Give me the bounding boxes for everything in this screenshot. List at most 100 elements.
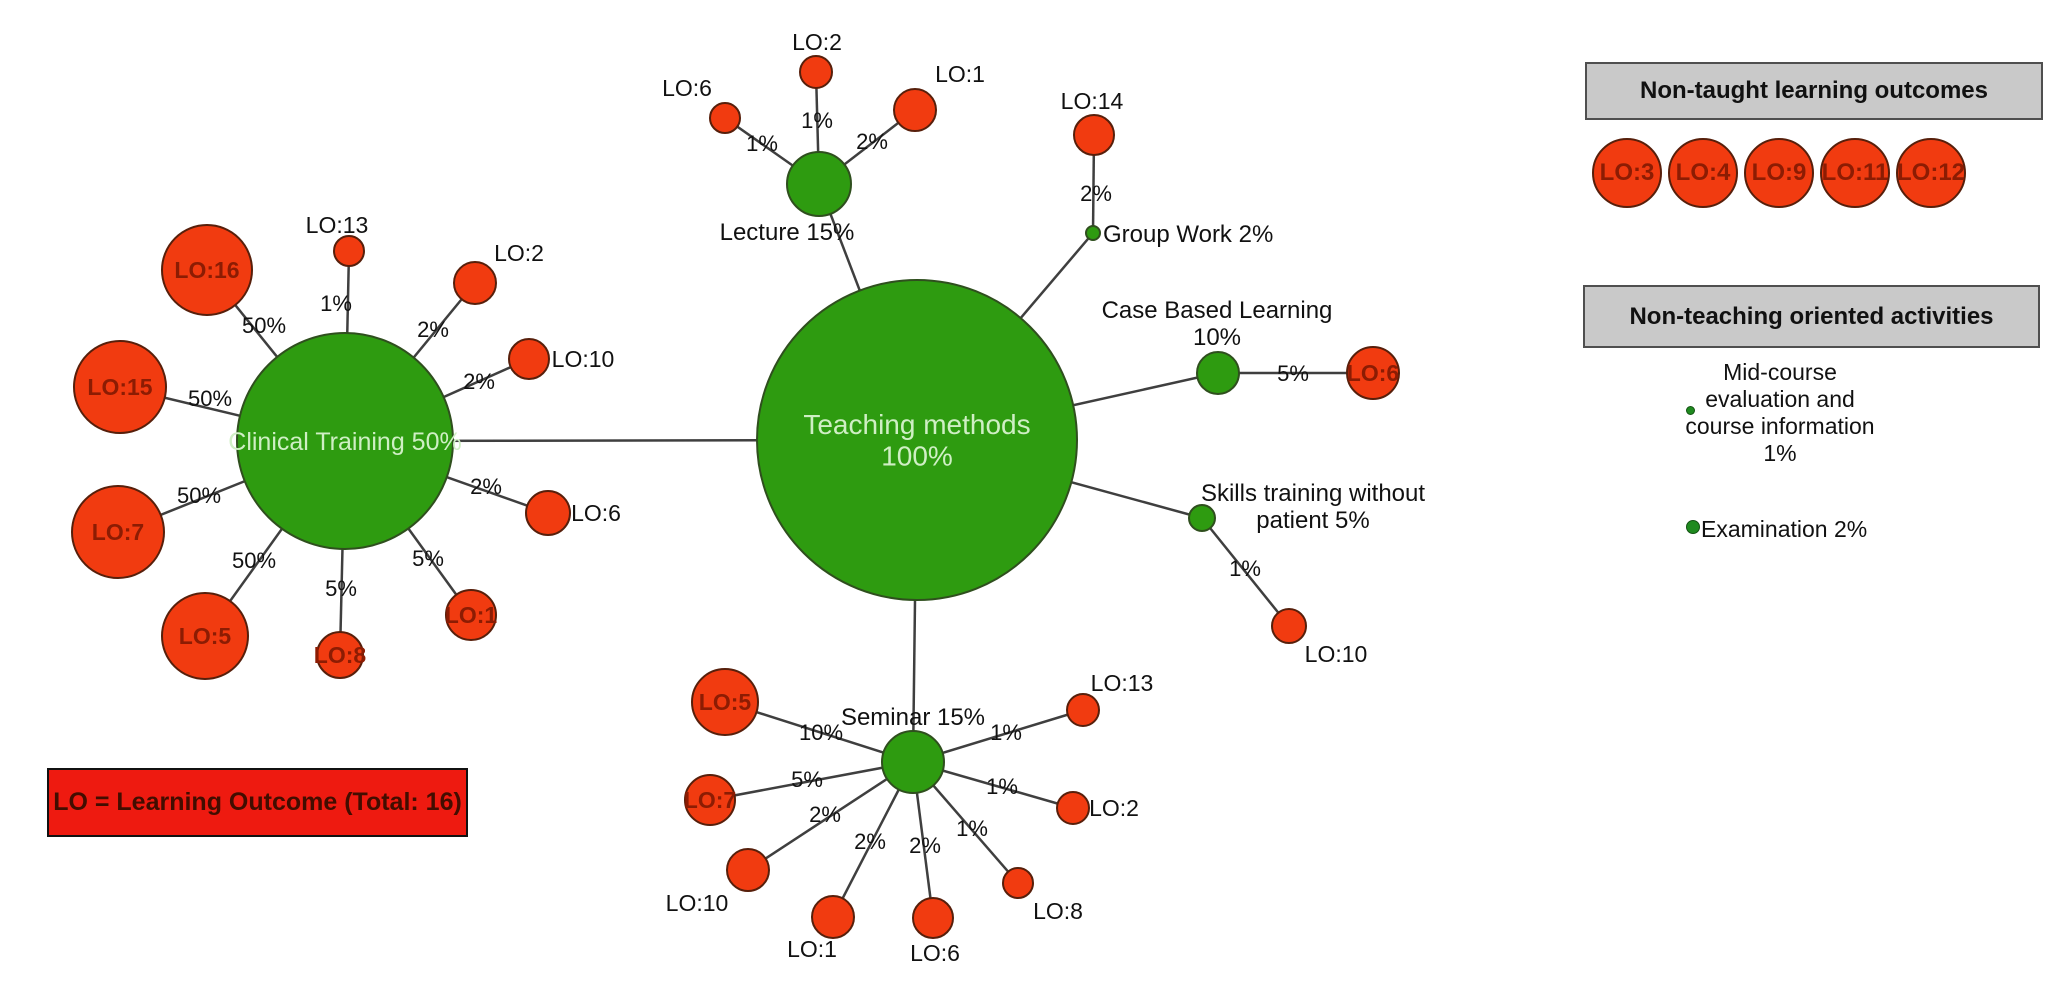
node-c5-label: LO:5 — [179, 623, 232, 649]
node-s6-circle — [912, 897, 954, 939]
edge-lecture-l1-label: 2% — [856, 129, 888, 154]
edge-seminar-s5-label: 10% — [799, 720, 843, 745]
node-sk10-label: LO:10 — [1305, 641, 1368, 667]
mid-course-dot-icon — [1686, 406, 1695, 415]
node-c1-circle — [445, 589, 497, 641]
node-lecture-circle — [786, 151, 852, 217]
mid-course-line: evaluation and — [1705, 386, 1855, 412]
edge-seminar-s6-label: 2% — [909, 833, 941, 858]
edge-clinical-c15-label: 50% — [188, 386, 232, 411]
node-c2-label: LO:2 — [494, 240, 544, 266]
node-seminar-label: Seminar 15% — [841, 704, 985, 731]
node-clinical-label: Clinical Training 50% — [228, 428, 461, 456]
node-skills-circle — [1188, 504, 1216, 532]
non-taught-outcome-circle: LO:3 — [1592, 138, 1662, 208]
examination-dot-icon — [1686, 520, 1700, 534]
node-s1-label: LO:1 — [787, 936, 837, 962]
node-c6-label: LO:6 — [571, 500, 621, 526]
node-gw14-circle — [1073, 114, 1115, 156]
mid-course-line: 1% — [1763, 440, 1797, 466]
node-c15-label: LO:15 — [87, 374, 152, 400]
edge-skills-sk10-label: 1% — [1229, 556, 1261, 581]
edge-clinical-c6-label: 2% — [470, 474, 502, 499]
edge-clinical-c10-label: 2% — [463, 369, 495, 394]
node-s13-circle — [1066, 693, 1100, 727]
node-l6-label: LO:6 — [662, 75, 712, 101]
non-taught-outcome-circle: LO:4 — [1668, 138, 1738, 208]
non-taught-outcome-circle: LO:12 — [1896, 138, 1966, 208]
node-s5-label: LO:5 — [699, 689, 752, 715]
examination-item: Examination 2% — [1701, 516, 1867, 543]
non-taught-outcome-circle: LO:11 — [1820, 138, 1890, 208]
node-s10-circle — [726, 848, 770, 892]
node-cbl-circle — [1196, 351, 1240, 395]
edge-clinical-c2-label: 2% — [417, 317, 449, 342]
edge-groupwork-gw14-label: 2% — [1080, 181, 1112, 206]
node-l1-circle — [893, 88, 937, 132]
node-s10-label: LO:10 — [666, 890, 729, 916]
node-c8-label: LO:8 — [314, 642, 367, 668]
node-cbl-label: 10% — [1193, 324, 1241, 351]
edge-clinical-c5-label: 50% — [232, 548, 276, 573]
node-c15-circle — [73, 340, 167, 434]
node-groupwork-label: Group Work 2% — [1103, 221, 1273, 248]
outcome-label: LO:9 — [1751, 159, 1807, 186]
lo-legend-label: LO = Learning Outcome (Total: 16) — [53, 788, 462, 816]
node-s7-label: LO:7 — [684, 787, 736, 813]
node-s1-circle — [811, 895, 855, 939]
non-taught-panel-header: Non-taught learning outcomes — [1585, 62, 2043, 120]
node-c13-label: LO:13 — [306, 212, 369, 238]
node-lecture-label: Lecture 15% — [720, 219, 855, 246]
mid-course-line: course information — [1685, 413, 1875, 439]
node-gw14-label: LO:14 — [1061, 88, 1124, 114]
edge-seminar-s10 — [747, 760, 914, 872]
node-clinical-circle — [236, 332, 454, 550]
node-s2-label: LO:2 — [1089, 795, 1139, 821]
mid-course-line: Mid-course — [1723, 359, 1837, 385]
node-skills-label: patient 5% — [1256, 507, 1369, 534]
node-cbl-label: Case Based Learning — [1102, 297, 1333, 324]
outcome-label: LO:4 — [1675, 159, 1731, 186]
node-s6-label: LO:6 — [910, 940, 960, 966]
node-skills-label: Skills training without — [1201, 480, 1425, 507]
node-seminar-circle — [881, 730, 945, 794]
lo-legend-box: LO = Learning Outcome (Total: 16) — [47, 768, 468, 837]
edge-clinical-c7-label: 50% — [177, 483, 221, 508]
node-s5-circle — [691, 668, 759, 736]
node-c7-label: LO:7 — [92, 519, 144, 545]
node-c6-circle — [525, 490, 571, 536]
edge-clinical-c1-label: 5% — [412, 546, 444, 571]
edge-seminar-s2-label: 1% — [986, 774, 1018, 799]
node-cb6-label: LO:6 — [1347, 360, 1399, 386]
edge-skills-sk10 — [1201, 517, 1290, 627]
edge-cbl-cb6-label: 5% — [1277, 361, 1309, 386]
node-c8-circle — [316, 631, 364, 679]
node-s7-circle — [684, 774, 736, 826]
node-groupwork-circle — [1085, 225, 1101, 241]
node-teaching-label: Teaching methods — [803, 409, 1030, 440]
node-s13-label: LO:13 — [1091, 670, 1154, 696]
edge-lecture-l2-label: 1% — [801, 108, 833, 133]
edge-seminar-s7-label: 5% — [791, 767, 823, 792]
node-c10-label: LO:10 — [552, 346, 615, 372]
outcome-label: LO:12 — [1897, 159, 1966, 186]
node-c1-label: LO:1 — [445, 602, 498, 628]
examination-label: Examination 2% — [1701, 516, 1868, 542]
edge-lecture-l6-label: 1% — [746, 131, 778, 156]
node-c5-circle — [161, 592, 249, 680]
node-teaching-label: 100% — [881, 440, 953, 471]
outcome-label: LO:11 — [1821, 159, 1889, 186]
non-taught-outcome-circle: LO:9 — [1744, 138, 1814, 208]
node-cb6-circle — [1346, 346, 1400, 400]
edge-seminar-s7 — [709, 760, 914, 802]
edge-seminar-s10-label: 2% — [809, 802, 841, 827]
node-c10-circle — [508, 338, 550, 380]
edge-clinical-c16-label: 50% — [242, 313, 286, 338]
non-teaching-panel-title: Non-teaching oriented activities — [1629, 302, 1994, 330]
outcome-label: LO:3 — [1599, 159, 1655, 186]
node-l2-label: LO:2 — [792, 29, 842, 55]
node-sk10-circle — [1271, 608, 1307, 644]
non-taught-panel-title: Non-taught learning outcomes — [1640, 77, 1988, 104]
